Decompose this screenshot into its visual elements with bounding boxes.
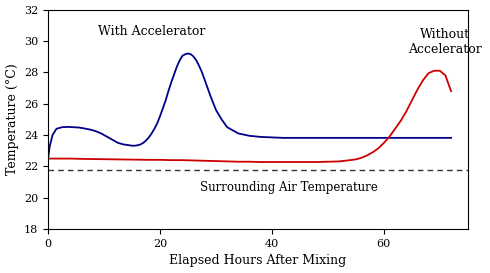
X-axis label: Elapsed Hours After Mixing: Elapsed Hours After Mixing <box>170 254 346 268</box>
Text: Surrounding Air Temperature: Surrounding Air Temperature <box>200 180 378 194</box>
Text: Without
Accelerator: Without Accelerator <box>409 28 482 57</box>
Y-axis label: Temperature (°C): Temperature (°C) <box>5 64 19 175</box>
Text: With Accelerator: With Accelerator <box>98 25 205 38</box>
